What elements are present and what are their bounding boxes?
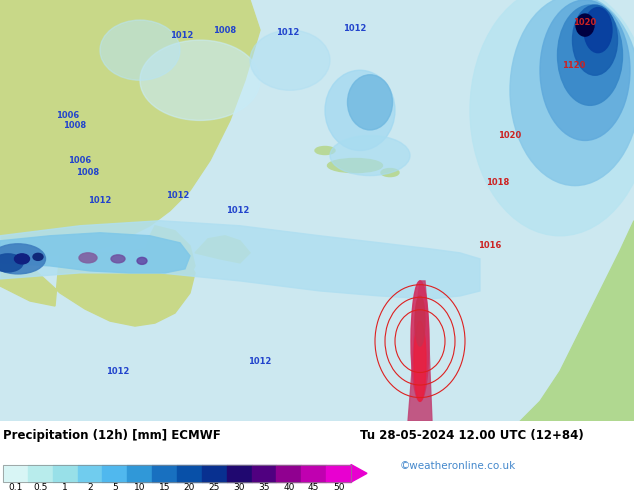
Text: 1012: 1012 <box>171 30 194 40</box>
Text: 5: 5 <box>112 483 118 490</box>
Bar <box>326 465 351 482</box>
Text: 45: 45 <box>308 483 320 490</box>
Bar <box>301 465 326 482</box>
Text: 30: 30 <box>233 483 245 490</box>
Text: 40: 40 <box>283 483 295 490</box>
Polygon shape <box>0 246 195 326</box>
Ellipse shape <box>33 253 43 260</box>
Text: 1012: 1012 <box>344 24 366 33</box>
Text: 1020: 1020 <box>573 18 597 26</box>
Text: 1120: 1120 <box>562 61 586 70</box>
Text: 25: 25 <box>209 483 220 490</box>
Ellipse shape <box>411 281 429 401</box>
Ellipse shape <box>584 7 612 53</box>
Text: 10: 10 <box>134 483 145 490</box>
Text: 1008: 1008 <box>63 121 87 130</box>
Bar <box>103 465 127 482</box>
Text: 1012: 1012 <box>276 27 300 37</box>
Ellipse shape <box>0 244 46 274</box>
Text: 1012: 1012 <box>249 357 272 366</box>
Ellipse shape <box>15 254 30 264</box>
Text: 2: 2 <box>87 483 93 490</box>
Polygon shape <box>0 0 260 265</box>
Ellipse shape <box>470 0 634 236</box>
Ellipse shape <box>315 147 335 154</box>
Ellipse shape <box>137 257 147 265</box>
Ellipse shape <box>325 70 395 150</box>
Ellipse shape <box>347 75 392 130</box>
Bar <box>276 465 301 482</box>
Ellipse shape <box>510 0 634 186</box>
Polygon shape <box>520 220 634 421</box>
Ellipse shape <box>0 254 23 272</box>
Text: 20: 20 <box>184 483 195 490</box>
Bar <box>53 465 77 482</box>
Ellipse shape <box>573 5 618 75</box>
Text: ©weatheronline.co.uk: ©weatheronline.co.uk <box>400 461 516 470</box>
Bar <box>227 465 252 482</box>
Text: 1008: 1008 <box>77 168 100 177</box>
Text: 50: 50 <box>333 483 344 490</box>
Bar <box>252 465 276 482</box>
Text: 35: 35 <box>258 483 269 490</box>
Bar <box>28 465 53 482</box>
Text: Precipitation (12h) [mm] ECMWF: Precipitation (12h) [mm] ECMWF <box>3 429 221 442</box>
Bar <box>202 465 227 482</box>
Bar <box>3 465 351 482</box>
Text: 1012: 1012 <box>226 206 250 215</box>
Ellipse shape <box>557 5 623 105</box>
Bar <box>152 465 177 482</box>
Bar <box>177 465 202 482</box>
Ellipse shape <box>381 169 399 176</box>
Ellipse shape <box>100 20 180 80</box>
Polygon shape <box>408 281 432 421</box>
Text: 1018: 1018 <box>486 178 510 187</box>
Text: Tu 28-05-2024 12.00 UTC (12+84): Tu 28-05-2024 12.00 UTC (12+84) <box>360 429 584 442</box>
Ellipse shape <box>415 296 425 346</box>
Text: 0.5: 0.5 <box>33 483 48 490</box>
Text: 1020: 1020 <box>498 131 522 140</box>
Ellipse shape <box>250 30 330 90</box>
Ellipse shape <box>111 255 125 263</box>
Text: 1012: 1012 <box>107 367 130 376</box>
Polygon shape <box>0 233 190 273</box>
Text: 1012: 1012 <box>88 196 112 205</box>
Ellipse shape <box>576 14 594 36</box>
Polygon shape <box>140 226 195 311</box>
Ellipse shape <box>414 321 426 401</box>
Polygon shape <box>195 236 250 263</box>
Text: 1006: 1006 <box>56 111 80 120</box>
Bar <box>3 465 28 482</box>
Ellipse shape <box>140 40 260 121</box>
Bar <box>127 465 152 482</box>
Text: 1008: 1008 <box>214 25 236 35</box>
Text: 1: 1 <box>62 483 68 490</box>
Bar <box>77 465 103 482</box>
Text: 1012: 1012 <box>166 191 190 200</box>
Ellipse shape <box>328 159 382 172</box>
Ellipse shape <box>79 253 97 263</box>
Text: 1006: 1006 <box>68 156 92 165</box>
Text: 15: 15 <box>159 483 171 490</box>
Polygon shape <box>0 220 480 299</box>
Ellipse shape <box>540 0 630 141</box>
Text: 1016: 1016 <box>478 241 501 250</box>
Polygon shape <box>351 465 367 482</box>
Ellipse shape <box>330 135 410 175</box>
Text: 0.1: 0.1 <box>8 483 23 490</box>
